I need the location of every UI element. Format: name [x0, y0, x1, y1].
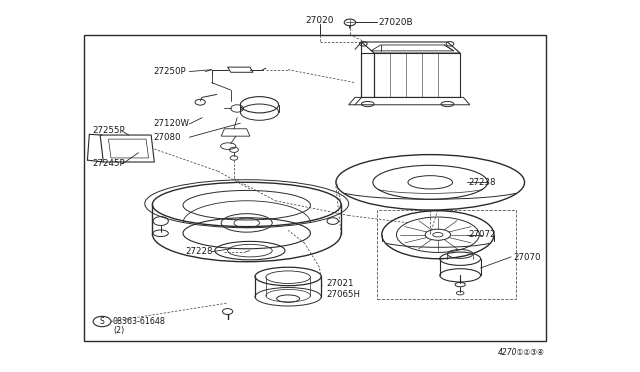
Text: S: S: [100, 317, 104, 326]
Bar: [84, 35, 546, 341]
Text: 27020B: 27020B: [379, 18, 413, 27]
Text: 08363-61648: 08363-61648: [113, 317, 166, 326]
Text: 27020: 27020: [306, 16, 334, 25]
Text: 27228: 27228: [185, 247, 212, 256]
Text: 27070: 27070: [513, 253, 541, 263]
Text: (2): (2): [113, 326, 124, 335]
Text: 27065H: 27065H: [326, 291, 360, 299]
Text: 27080: 27080: [153, 133, 180, 142]
Text: 27021: 27021: [326, 279, 354, 288]
Text: 4270①②③④: 4270①②③④: [498, 349, 545, 357]
Text: 27072: 27072: [468, 230, 496, 239]
Text: 27120W: 27120W: [153, 119, 189, 128]
Text: 27245P: 27245P: [93, 159, 125, 169]
Text: 27250P: 27250P: [153, 67, 186, 76]
Text: 27238: 27238: [468, 178, 496, 187]
Bar: [378, 210, 516, 299]
Text: 27255P: 27255P: [93, 126, 125, 135]
